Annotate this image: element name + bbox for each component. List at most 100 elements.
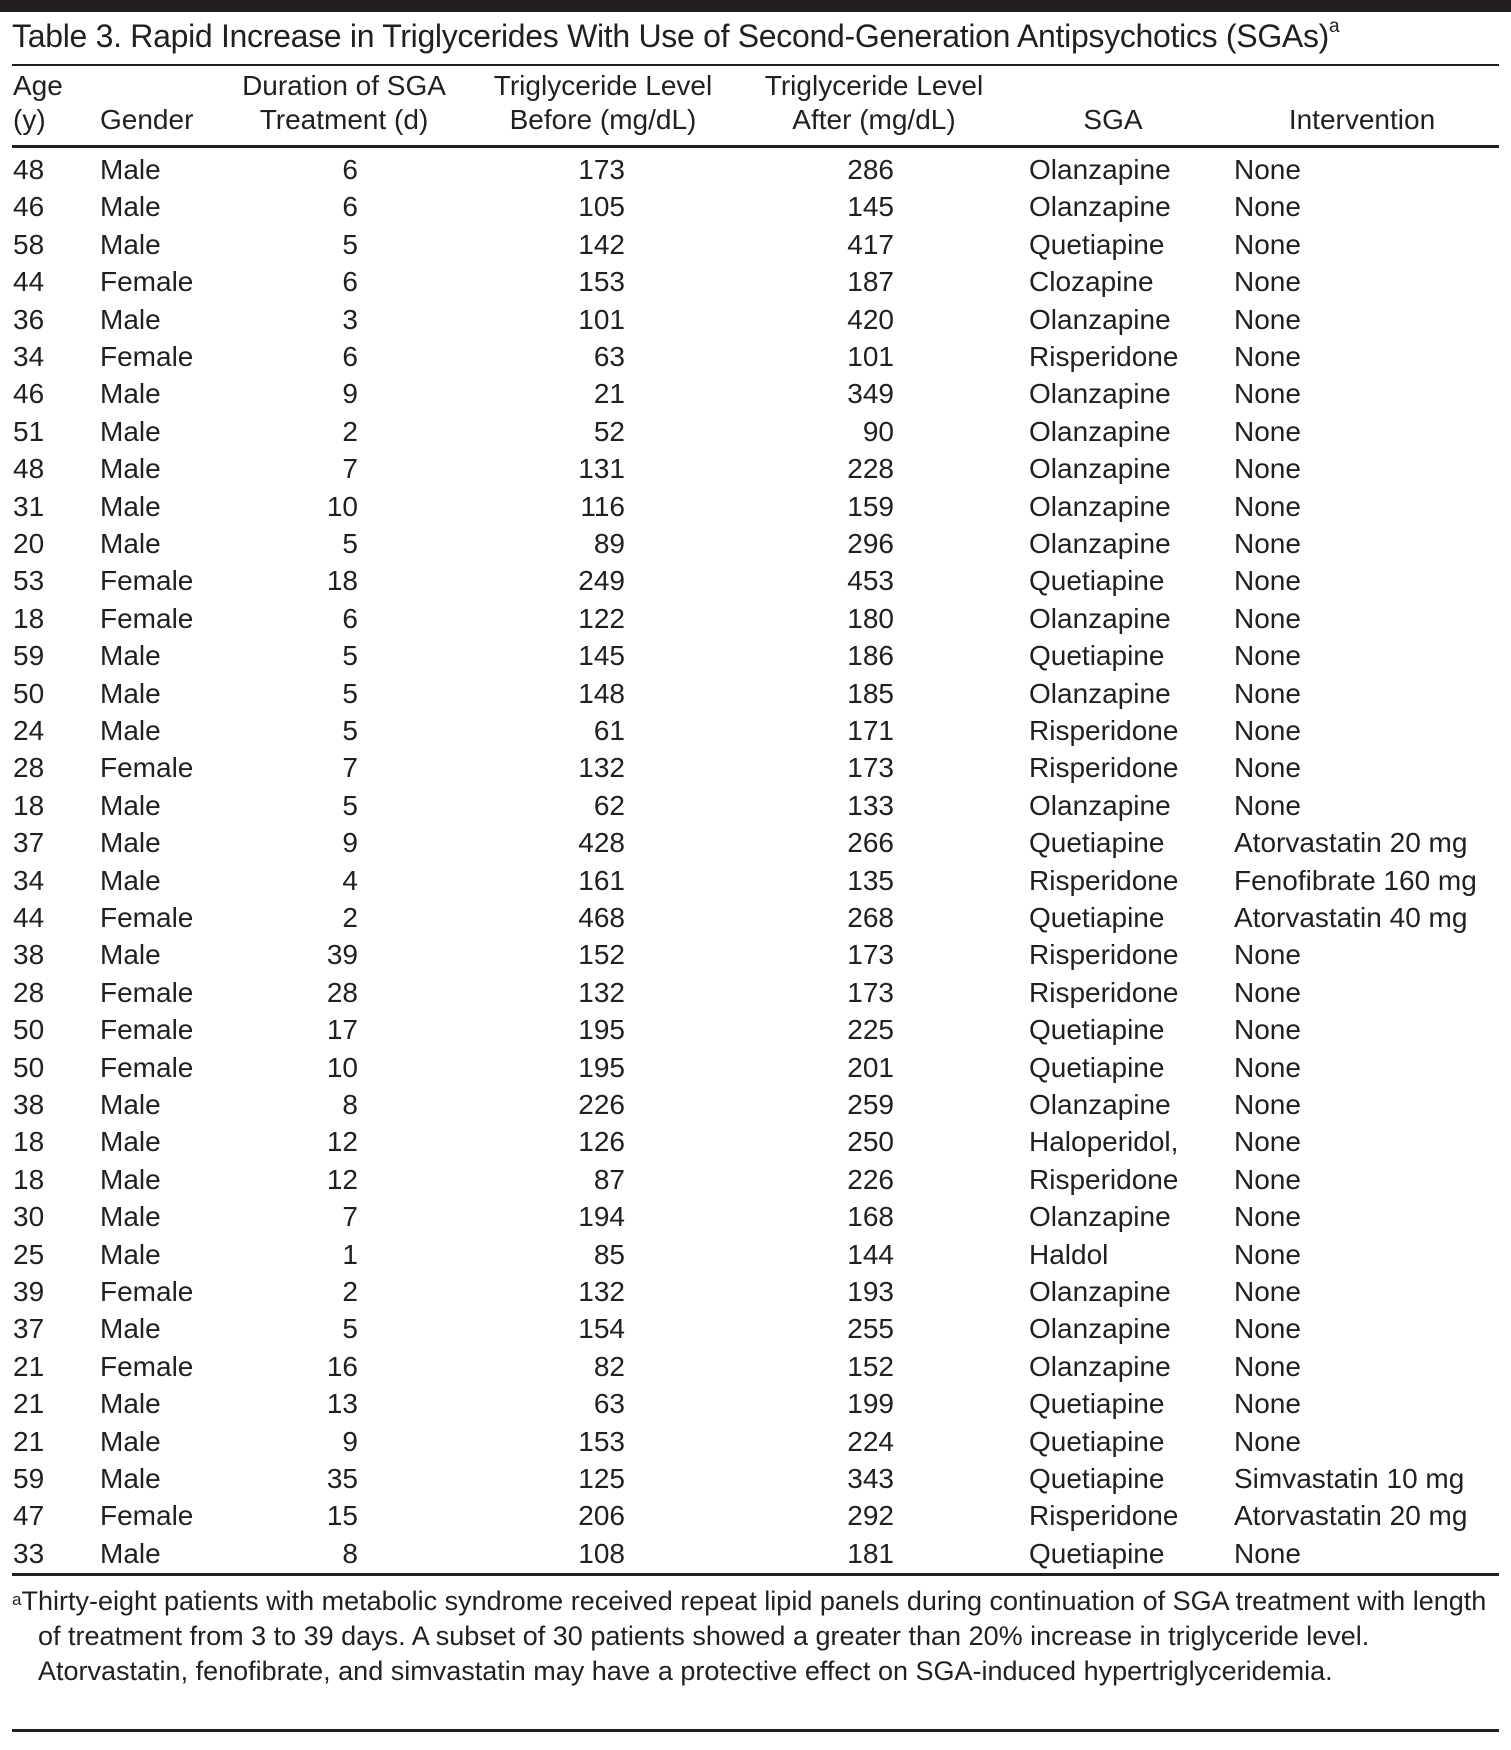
top-bar — [0, 0, 1511, 12]
cell-sga: Quetiapine — [1029, 228, 1165, 260]
cell-sga: Olanzapine — [1029, 191, 1171, 223]
cell-age: 34 — [13, 864, 45, 896]
cell-gender: Male — [100, 154, 161, 185]
cell-age: 48 — [13, 154, 45, 185]
cell-gender: Male — [100, 1126, 161, 1158]
cell-before: 125 — [578, 1463, 625, 1494]
cell-age: 39 — [13, 1276, 45, 1307]
cell-intervention: Atorvastatin 20 mg — [1234, 827, 1468, 859]
cell-intervention: None — [1234, 1238, 1301, 1270]
cell-age: 51 — [13, 415, 45, 447]
column-header-before-line1: Triglyceride Level — [493, 70, 713, 101]
cell-duration: 6 — [342, 341, 358, 372]
cell-intervention: None — [1234, 1350, 1301, 1382]
column-header-after-line1: Triglyceride Level — [764, 70, 984, 101]
cell-duration: 39 — [326, 939, 358, 971]
cell-after: 420 — [847, 303, 894, 335]
cell-age: 50 — [13, 1014, 45, 1046]
table-title-text: Table 3. Rapid Increase in Triglycerides… — [12, 18, 1330, 54]
cell-intervention: None — [1234, 1276, 1301, 1307]
table-row: 28 Female 7 132 173 Risperidone None — [0, 749, 1511, 786]
cell-after: 185 — [847, 677, 894, 709]
table-row: 18 Male 5 62 133 Olanzapine None — [0, 787, 1511, 824]
cell-intervention: Atorvastatin 20 mg — [1234, 1500, 1468, 1532]
cell-age: 46 — [13, 378, 45, 410]
cell-sga: Quetiapine — [1029, 1537, 1165, 1569]
table-row: 25 Male 1 85 144 Haldol None — [0, 1236, 1511, 1273]
cell-age: 30 — [13, 1201, 45, 1233]
cell-intervention: None — [1234, 378, 1301, 410]
column-header-gender-line2: Gender — [100, 104, 194, 135]
table-row: 18 Male 12 87 226 Risperidone None — [0, 1161, 1511, 1198]
title-footnote-marker: a — [1329, 16, 1340, 37]
table-row: 48 Male 7 131 228 Olanzapine None — [0, 450, 1511, 487]
cell-intervention: None — [1234, 640, 1301, 672]
cell-intervention: None — [1234, 303, 1301, 335]
cell-after: 199 — [847, 1388, 894, 1420]
cell-intervention: None — [1234, 154, 1301, 185]
table-row: 53 Female 18 249 453 Quetiapine None — [0, 562, 1511, 599]
table-row: 46 Male 6 105 145 Olanzapine None — [0, 188, 1511, 225]
cell-gender: Male — [100, 378, 161, 410]
cell-duration: 6 — [342, 602, 358, 634]
cell-intervention: None — [1234, 1201, 1301, 1233]
cell-intervention: None — [1234, 1425, 1301, 1457]
table-row: 47 Female 15 206 292 Risperidone Atorvastatin … — [0, 1497, 1511, 1534]
table-row: 34 Male 4 161 135 Risperidone Fenofibrate 160 … — [0, 862, 1511, 899]
cell-duration: 9 — [342, 378, 358, 410]
cell-after: 187 — [847, 266, 894, 298]
table-row: 46 Male 9 21 349 Olanzapine None — [0, 375, 1511, 412]
table-row: 39 Female 2 132 193 Olanzapine None — [0, 1273, 1511, 1310]
cell-sga: Olanzapine — [1029, 378, 1171, 410]
cell-duration: 7 — [342, 752, 358, 784]
table-row: 33 Male 8 108 181 Quetiapine None — [0, 1535, 1511, 1572]
cell-age: 38 — [13, 939, 45, 971]
table-row: 20 Male 5 89 296 Olanzapine None — [0, 525, 1511, 562]
cell-after: 417 — [847, 228, 894, 260]
cell-before: 62 — [593, 789, 625, 821]
cell-intervention: None — [1234, 341, 1301, 372]
cell-duration: 16 — [326, 1350, 358, 1382]
cell-duration: 8 — [342, 1537, 358, 1569]
cell-before: 116 — [580, 490, 625, 522]
cell-age: 58 — [13, 228, 45, 260]
cell-intervention: None — [1234, 602, 1301, 634]
cell-duration: 3 — [342, 303, 358, 335]
cell-intervention: None — [1234, 228, 1301, 260]
cell-age: 59 — [13, 640, 45, 672]
cell-after: 453 — [847, 565, 894, 597]
cell-duration: 15 — [326, 1500, 358, 1532]
cell-gender: Male — [100, 640, 161, 672]
cell-after: 226 — [847, 1163, 894, 1195]
cell-duration: 5 — [342, 677, 358, 709]
cell-after: 173 — [847, 976, 894, 1008]
cell-gender: Female — [100, 976, 194, 1008]
cell-intervention: None — [1234, 1537, 1301, 1569]
cell-gender: Male — [100, 1238, 161, 1270]
cell-sga: Quetiapine — [1029, 902, 1165, 933]
cell-before: 85 — [593, 1238, 625, 1270]
cell-before: 152 — [578, 939, 625, 971]
cell-intervention: None — [1234, 976, 1301, 1008]
column-header-age-line1: Age — [13, 70, 63, 101]
cell-before: 87 — [593, 1163, 625, 1195]
cell-sga: Olanzapine — [1029, 1350, 1171, 1382]
cell-after: 343 — [847, 1463, 894, 1494]
cell-duration: 9 — [342, 827, 358, 859]
cell-sga: Olanzapine — [1029, 415, 1171, 447]
cell-duration: 6 — [342, 266, 358, 298]
cell-sga: Quetiapine — [1029, 1463, 1165, 1494]
cell-age: 18 — [13, 789, 45, 821]
cell-duration: 6 — [342, 191, 358, 223]
cell-before: 173 — [578, 154, 625, 185]
cell-duration: 10 — [326, 1051, 358, 1083]
cell-intervention: None — [1234, 1126, 1301, 1158]
cell-before: 132 — [578, 752, 625, 784]
cell-sga: Quetiapine — [1029, 565, 1165, 597]
table-row: 24 Male 5 61 171 Risperidone None — [0, 712, 1511, 749]
table-row: 37 Male 9 428 266 Quetiapine Atorvastatin 20 m… — [0, 824, 1511, 861]
cell-after: 171 — [847, 715, 894, 746]
cell-before: 153 — [578, 266, 625, 298]
cell-sga: Olanzapine — [1029, 303, 1171, 335]
cell-intervention: None — [1234, 191, 1301, 223]
